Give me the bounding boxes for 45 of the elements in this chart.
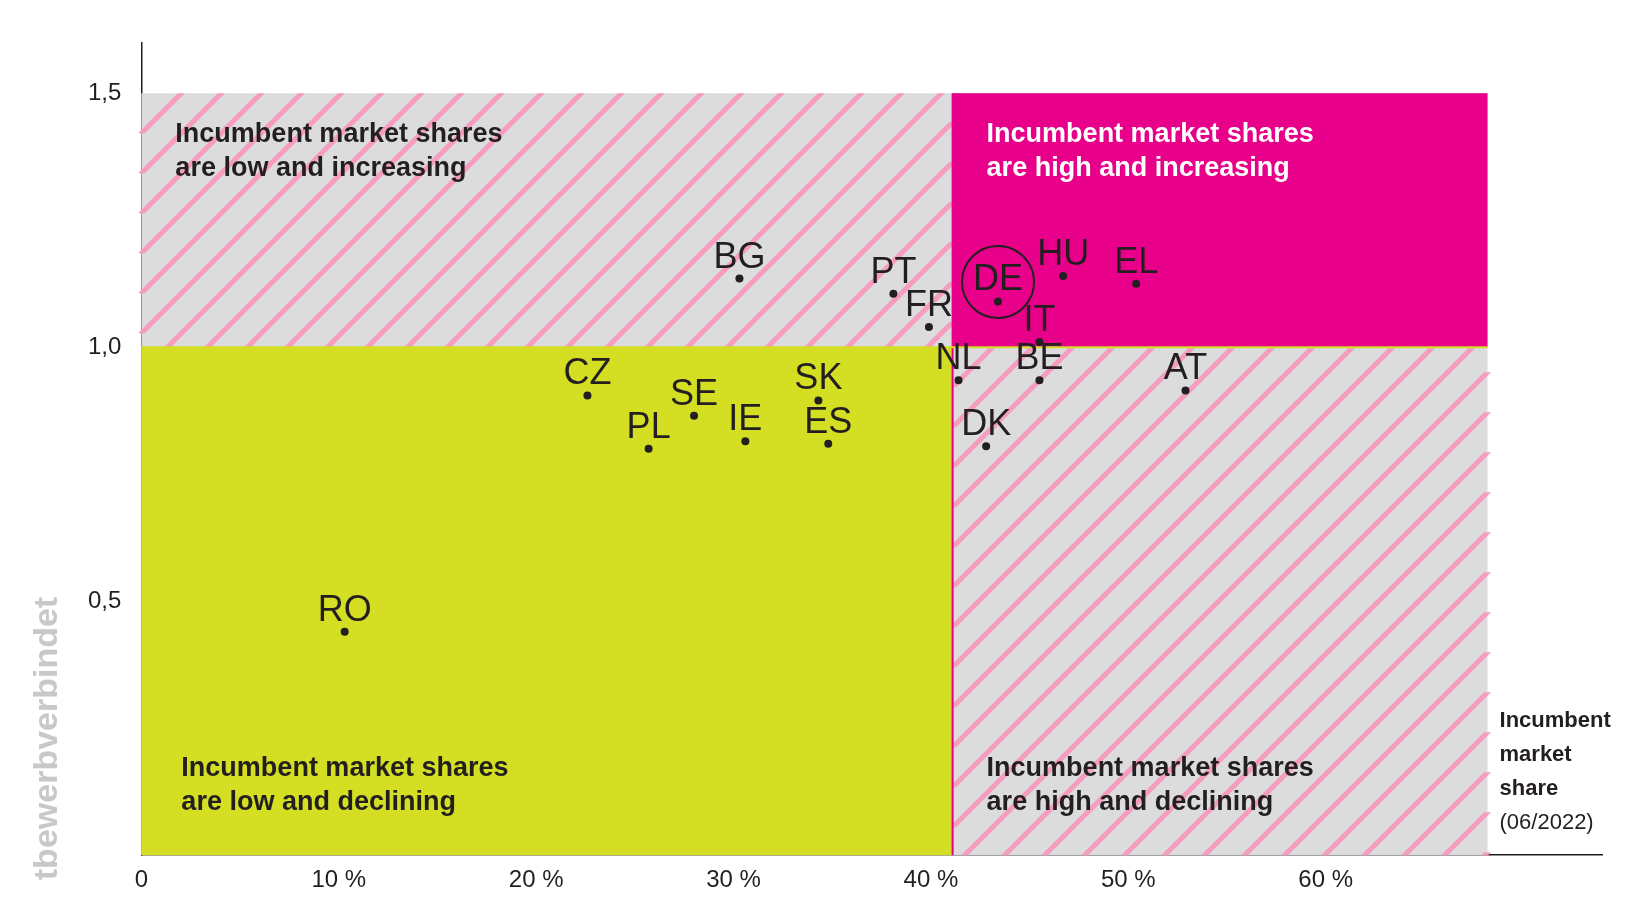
x-tick-label: 30 % (706, 865, 761, 893)
point (583, 391, 592, 400)
x-tick-label: 50 % (1100, 865, 1156, 893)
annotation: CZ (563, 351, 612, 393)
point (690, 411, 699, 420)
annotation: BG (713, 234, 766, 276)
x-axis-title: Incumbent market share (06/2022) (1499, 707, 1612, 835)
point (982, 442, 991, 451)
annotation: RO (317, 587, 372, 629)
annotation: AT (1163, 346, 1208, 388)
point (340, 627, 349, 636)
annotation: Incumbent market shares are low and increasing (175, 118, 503, 183)
annotation: PL (626, 404, 671, 446)
annotation: ES (804, 399, 853, 441)
point (924, 322, 933, 331)
y-tick-label: 1,5 (87, 77, 122, 105)
point (814, 396, 823, 405)
y-tick-label: 0,5 (87, 585, 122, 613)
annotation: IE (728, 397, 763, 439)
annotation: SK (794, 356, 843, 398)
point (994, 297, 1003, 306)
annotation: DK (961, 402, 1012, 444)
annotation: HU (1037, 232, 1090, 273)
point (735, 274, 744, 283)
point (1035, 376, 1044, 385)
point (1181, 386, 1190, 395)
annotation: Incumbent market shares are low and declining (181, 752, 509, 817)
annotation: Incumbent market shares are high and increasing (986, 118, 1314, 183)
annotation: DE (973, 257, 1024, 299)
point (824, 439, 833, 448)
x-tick-label: 10 % (311, 865, 367, 893)
point (889, 289, 898, 298)
y-tick-label: 1,0 (87, 331, 122, 359)
x-tick-label: 0 (134, 865, 149, 893)
annotation: SE (670, 371, 719, 413)
x-tick-label: 60 % (1298, 865, 1354, 893)
point (1132, 279, 1141, 288)
point (741, 437, 750, 446)
x-tick-label: 40 % (903, 865, 959, 893)
x-tick-label: 20 % (508, 865, 564, 893)
point (1059, 272, 1068, 281)
annotation: EL (1114, 239, 1159, 281)
point (954, 376, 963, 385)
point (644, 444, 653, 453)
annotation: Incumbent market shares are high and declining (986, 752, 1314, 817)
